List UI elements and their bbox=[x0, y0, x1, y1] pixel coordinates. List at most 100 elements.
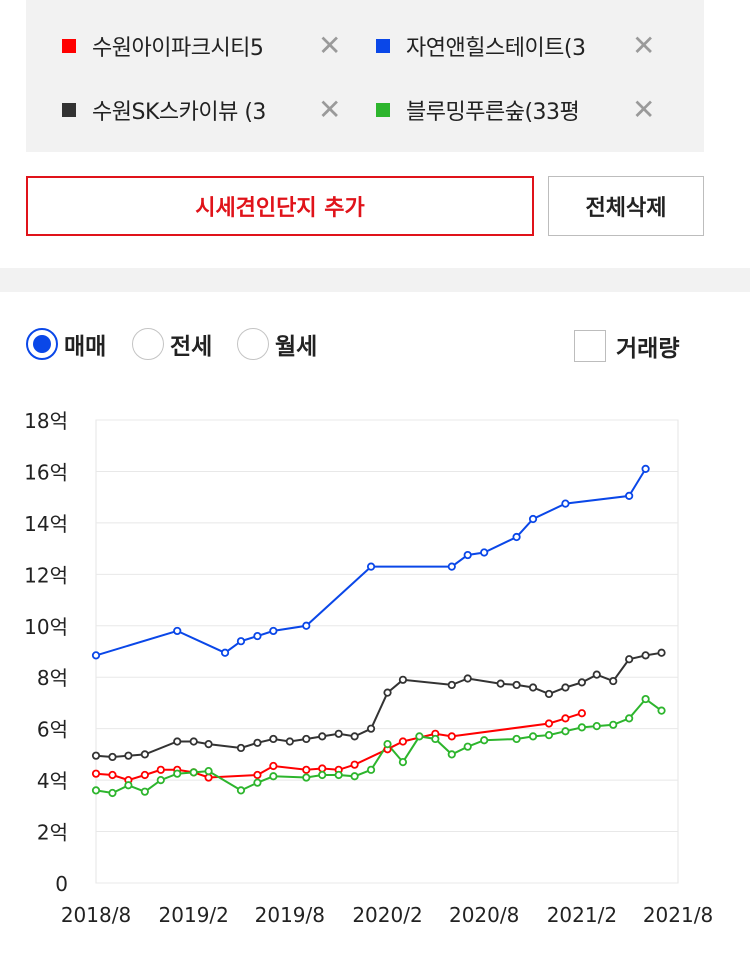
data-point bbox=[108, 770, 117, 780]
data-point bbox=[204, 773, 213, 782]
data-point bbox=[592, 721, 601, 731]
close-icon[interactable]: ✕ bbox=[318, 93, 342, 126]
add-comparison-complex-button[interactable]: 시세견인단지 추가 bbox=[26, 176, 534, 236]
data-point bbox=[189, 737, 198, 746]
radio-circle bbox=[132, 328, 164, 360]
data-point bbox=[236, 743, 246, 753]
data-point bbox=[204, 739, 213, 749]
data-point bbox=[609, 676, 618, 686]
delete-all-button[interactable]: 전체삭제 bbox=[548, 176, 704, 236]
data-point bbox=[463, 674, 472, 683]
data-point bbox=[302, 765, 311, 774]
data-point bbox=[91, 751, 101, 760]
radio-label: 전세 bbox=[170, 334, 213, 360]
data-point bbox=[156, 776, 165, 785]
data-point bbox=[253, 778, 262, 787]
data-point bbox=[609, 720, 618, 729]
price-trend-chart: 0 2억 4억 6억 8억 10억 12억 14억 16억 18억 2018/8 2019/2 2019… bbox=[24, 409, 713, 927]
data-point bbox=[447, 562, 456, 571]
data-point bbox=[447, 732, 456, 741]
volume-label: 거래량 bbox=[616, 336, 680, 362]
data-point bbox=[236, 786, 246, 795]
y-tick-label: 8억 bbox=[37, 666, 68, 690]
y-tick-label: 4억 bbox=[37, 769, 68, 793]
data-point bbox=[173, 626, 182, 636]
volume-checkbox[interactable]: 거래량 bbox=[574, 329, 679, 363]
data-point bbox=[528, 683, 538, 692]
data-point bbox=[236, 637, 246, 646]
close-icon[interactable]: ✕ bbox=[632, 29, 656, 62]
x-tick-label: 2021/2 bbox=[547, 903, 617, 927]
x-tick-label: 2019/8 bbox=[255, 903, 325, 927]
data-point bbox=[253, 770, 262, 780]
compare-item: 수원SK스카이뷰 (3 ✕ bbox=[62, 90, 362, 130]
data-point bbox=[334, 770, 343, 780]
plot-border bbox=[95, 419, 679, 884]
data-point bbox=[447, 680, 456, 690]
compare-item: 수원아이파크시티5 ✕ bbox=[62, 26, 362, 66]
data-point bbox=[398, 675, 408, 684]
x-tick-label: 2018/8 bbox=[61, 903, 131, 927]
data-point bbox=[657, 648, 666, 657]
radio-label: 매매 bbox=[64, 334, 107, 360]
data-point bbox=[512, 734, 521, 744]
complex-name: 자연앤힐스테이트(3 bbox=[406, 36, 586, 61]
data-point bbox=[269, 772, 278, 781]
data-point bbox=[140, 750, 149, 759]
data-point bbox=[91, 786, 101, 795]
data-point bbox=[544, 689, 554, 699]
radio-circle bbox=[237, 328, 269, 360]
complex-name: 수원SK스카이뷰 (3 bbox=[92, 100, 266, 125]
data-point bbox=[398, 737, 408, 746]
data-point bbox=[463, 742, 472, 751]
data-point bbox=[108, 788, 117, 798]
compare-item: 자연앤힐스테이트(3 ✕ bbox=[376, 26, 676, 66]
radio-sale[interactable]: 매매 bbox=[26, 326, 106, 362]
data-point bbox=[269, 734, 278, 744]
y-tick-label: 12억 bbox=[24, 563, 68, 587]
data-point bbox=[204, 767, 213, 776]
y-tick-label: 10억 bbox=[24, 615, 68, 639]
data-point bbox=[657, 706, 666, 715]
y-tick-label: 2억 bbox=[37, 821, 68, 845]
radio-jeonse[interactable]: 전세 bbox=[132, 326, 212, 362]
data-point bbox=[318, 764, 327, 773]
data-point bbox=[544, 730, 554, 740]
data-point bbox=[318, 732, 327, 741]
radio-monthly-rent[interactable]: 월세 bbox=[237, 326, 317, 362]
data-point bbox=[577, 723, 586, 732]
data-point bbox=[625, 655, 634, 664]
data-point bbox=[592, 670, 601, 679]
section-divider bbox=[0, 268, 750, 292]
data-point bbox=[415, 732, 424, 741]
data-point bbox=[124, 781, 133, 790]
radio-label: 월세 bbox=[275, 334, 318, 360]
data-point bbox=[398, 758, 408, 767]
data-point bbox=[350, 760, 359, 769]
series-swatch bbox=[62, 39, 76, 53]
data-point bbox=[334, 729, 343, 738]
data-point bbox=[302, 621, 311, 630]
data-point bbox=[350, 732, 359, 741]
data-point bbox=[383, 739, 392, 749]
data-point bbox=[447, 750, 456, 759]
data-point bbox=[366, 562, 376, 571]
checkbox-box bbox=[574, 330, 606, 362]
x-tick-label: 2021/8 bbox=[643, 903, 713, 927]
data-point bbox=[561, 683, 570, 692]
series-swatch bbox=[376, 39, 390, 53]
y-tick-label: 6억 bbox=[37, 718, 68, 742]
x-tick-label: 2020/2 bbox=[352, 903, 422, 927]
data-point bbox=[140, 787, 149, 796]
close-icon[interactable]: ✕ bbox=[318, 29, 342, 62]
data-point bbox=[561, 499, 570, 508]
data-point bbox=[318, 770, 327, 780]
data-point bbox=[496, 679, 505, 688]
data-point bbox=[302, 773, 311, 782]
close-icon[interactable]: ✕ bbox=[632, 93, 656, 126]
data-point bbox=[512, 532, 521, 542]
data-point bbox=[625, 714, 634, 723]
data-point bbox=[124, 751, 133, 760]
data-point bbox=[480, 548, 489, 557]
x-tick-label: 2020/8 bbox=[449, 903, 519, 927]
